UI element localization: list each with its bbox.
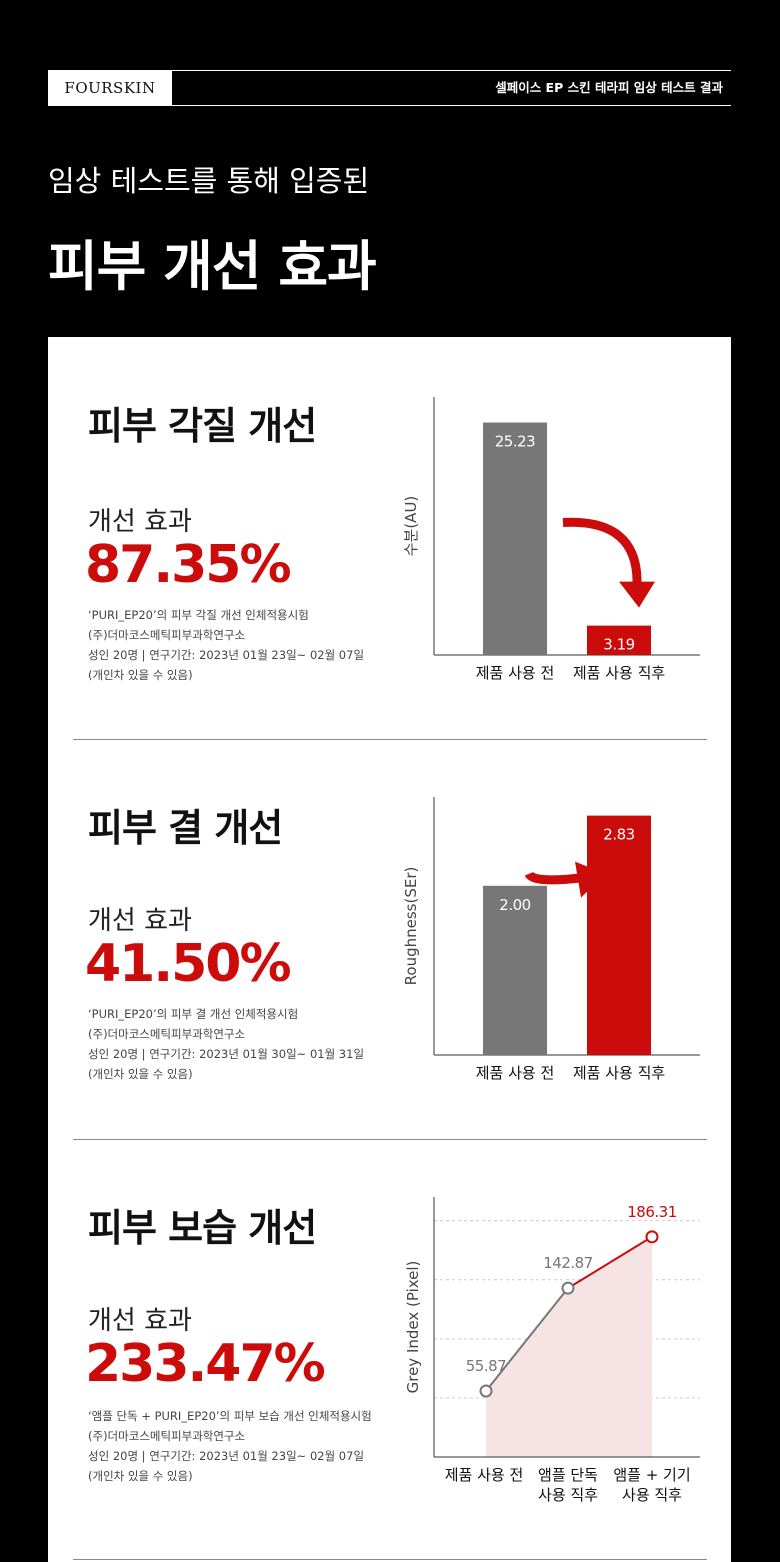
section-divider — [73, 1559, 707, 1560]
note-line: (주)더마코스메틱피부과학연구소 — [88, 1027, 246, 1041]
study-notes: ‘앰플 단독 + PURI_EP20’의 피부 보습 개선 인체적용시험 (주)… — [88, 1406, 372, 1486]
tick-label: 사용 직후 — [622, 1486, 682, 1504]
arrow-head — [575, 861, 605, 898]
arrow-head — [619, 581, 655, 608]
note-line: 성인 20명 | 연구기간: 2023년 01월 30일~ 01월 31일 — [88, 1047, 365, 1061]
tick-label: 제품 사용 전 — [476, 1064, 555, 1082]
series-segment — [485, 1287, 569, 1392]
results-panel: 피부 각질 개선 개선 효과 87.35% ‘PURI_EP20’의 피부 각질… — [48, 337, 731, 1562]
section-title: 피부 보습 개선 — [88, 1206, 317, 1250]
note-line: 성인 20명 | 연구기간: 2023년 01월 23일~ 02월 07일 — [88, 648, 365, 662]
bar — [587, 625, 651, 655]
section-title: 피부 결 개선 — [88, 806, 283, 850]
line-chart-grey-index: Grey Index (Pixel) 55.87 142.87 186.31 제품 사용… — [404, 1197, 700, 1504]
header-title: 셀페이스 EP 스킨 테라피 임상 테스트 결과 — [495, 80, 723, 95]
brand-logo: FOURSKIN — [48, 71, 172, 105]
data-label: 55.87 — [466, 1357, 506, 1375]
top-bar: FOURSKIN 셀페이스 EP 스킨 테라피 임상 테스트 결과 — [48, 70, 731, 106]
data-label: 142.87 — [543, 1254, 593, 1272]
study-notes: ‘PURI_EP20’의 피부 각질 개선 인체적용시험 (주)더마코스메틱피부… — [88, 605, 364, 685]
arrow-shaft — [524, 871, 584, 885]
note-line: (개인차 있을 수 있음) — [88, 1067, 193, 1081]
effect-value: 233.47% — [85, 1334, 326, 1394]
bar — [587, 815, 651, 1055]
section-divider — [73, 739, 707, 740]
section-exfoliation: 피부 각질 개선 개선 효과 87.35% ‘PURI_EP20’의 피부 각질… — [48, 337, 731, 737]
section-title: 피부 각질 개선 — [88, 404, 317, 448]
effect-label: 개선 효과 — [88, 507, 192, 537]
effect-label: 개선 효과 — [88, 906, 192, 936]
series-segment — [567, 1235, 653, 1290]
tick-label: 제품 사용 전 — [445, 1466, 524, 1484]
data-label: 25.23 — [495, 433, 535, 451]
arrow-shaft — [562, 517, 642, 586]
data-point — [645, 1230, 659, 1244]
tick-label: 사용 직후 — [538, 1486, 598, 1504]
bar — [483, 885, 547, 1055]
tick-label: 앰플 + 기기 — [613, 1466, 690, 1484]
y-axis-label: 수분(AU) — [402, 496, 420, 557]
tick-label: 제품 사용 직후 — [573, 664, 666, 682]
hero-subtitle: 임상 테스트를 통해 입증된 — [48, 164, 370, 198]
effect-label: 개선 효과 — [88, 1306, 192, 1336]
tick-label: 제품 사용 직후 — [573, 1064, 666, 1082]
bar-chart-roughness: Roughness(SEr) 2.00 제품 사용 전 2.83 제품 사용 직후 — [402, 797, 700, 1082]
hero-title: 피부 개선 효과 — [48, 235, 377, 298]
effect-value: 41.50% — [85, 934, 292, 994]
note-line: 성인 20명 | 연구기간: 2023년 01월 23일~ 02월 07일 — [88, 1449, 365, 1463]
data-point — [479, 1384, 493, 1398]
note-line: (주)더마코스메틱피부과학연구소 — [88, 1429, 246, 1443]
y-axis-label: Grey Index (Pixel) — [404, 1261, 422, 1394]
tick-label: 제품 사용 전 — [476, 664, 555, 682]
data-label: 2.00 — [499, 896, 530, 914]
section-divider — [73, 1139, 707, 1140]
section-hydration: 피부 보습 개선 개선 효과 233.47% ‘앰플 단독 + PURI_EP2… — [48, 1137, 731, 1562]
data-label: 3.19 — [603, 636, 634, 654]
bar — [483, 422, 547, 655]
bar-chart-moisture: 수분(AU) 25.23 제품 사용 전 3.19 제품 사용 직후 — [402, 397, 700, 682]
note-line: ‘PURI_EP20’의 피부 각질 개선 인체적용시험 — [88, 608, 309, 622]
section-texture: 피부 결 개선 개선 효과 41.50% ‘PURI_EP20’의 피부 결 개… — [48, 737, 731, 1137]
study-notes: ‘PURI_EP20’의 피부 결 개선 인체적용시험 (주)더마코스메틱피부과… — [88, 1004, 364, 1084]
data-label: 186.31 — [627, 1203, 677, 1221]
area-fill — [486, 1236, 652, 1457]
note-line: ‘앰플 단독 + PURI_EP20’의 피부 보습 개선 인체적용시험 — [88, 1409, 372, 1423]
note-line: (개인차 있을 수 있음) — [88, 668, 193, 682]
data-label: 2.83 — [603, 826, 634, 844]
y-axis-label: Roughness(SEr) — [402, 867, 420, 986]
note-line: ‘PURI_EP20’의 피부 결 개선 인체적용시험 — [88, 1007, 299, 1021]
note-line: (개인차 있을 수 있음) — [88, 1469, 193, 1483]
effect-value: 87.35% — [85, 535, 292, 595]
data-point — [561, 1281, 575, 1295]
tick-label: 앰플 단독 — [538, 1466, 598, 1484]
note-line: (주)더마코스메틱피부과학연구소 — [88, 628, 246, 642]
